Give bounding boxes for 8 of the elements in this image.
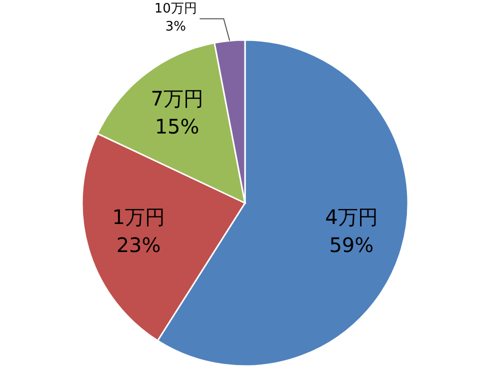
data-label: 3% xyxy=(165,20,186,35)
data-label: 59% xyxy=(329,232,374,257)
data-label: 15% xyxy=(154,114,200,138)
slice-label: 4万円 xyxy=(325,204,378,229)
slice-label: 10万円 xyxy=(154,2,197,17)
slice-label: 1万円 xyxy=(112,204,165,229)
data-label: 23% xyxy=(116,232,161,257)
slice-label: 7万円 xyxy=(150,86,204,110)
